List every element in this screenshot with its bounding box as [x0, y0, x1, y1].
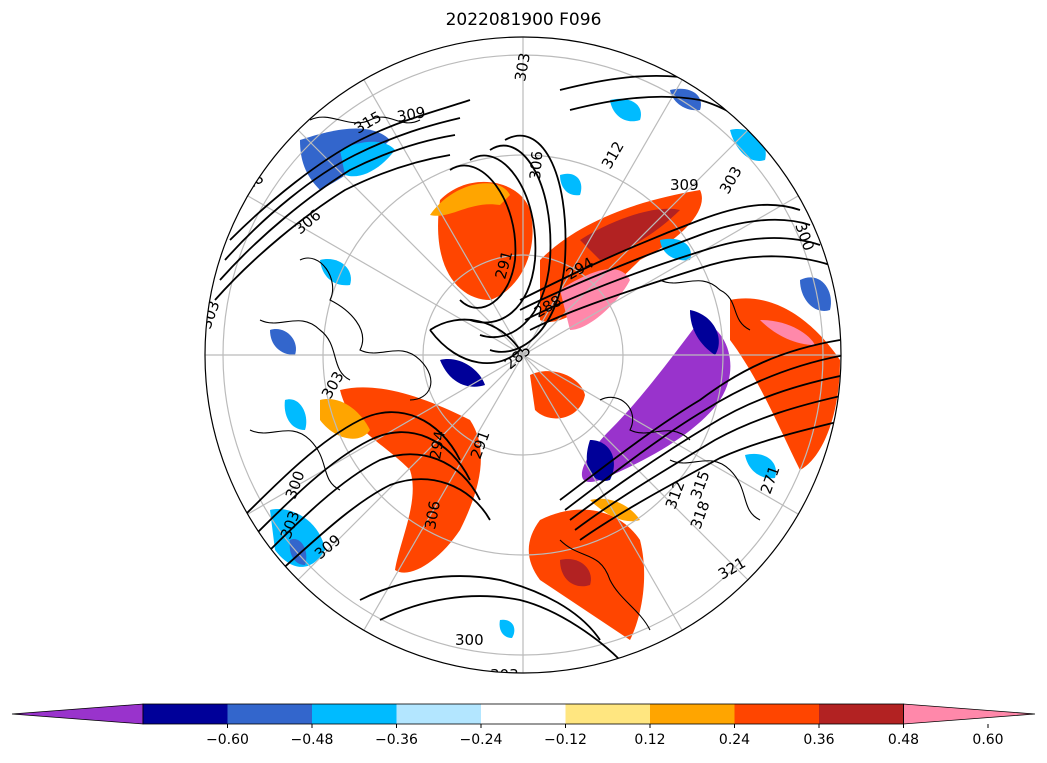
shade-cyan — [284, 399, 307, 430]
colorbar-segments — [11, 703, 1036, 725]
colorbar-segment — [819, 704, 904, 724]
shade-darkred — [580, 208, 680, 260]
colorbar-segment — [396, 704, 482, 724]
shade-blue — [800, 277, 831, 311]
contour-label: 303 — [511, 51, 534, 82]
contour-label: 300 — [455, 631, 484, 649]
shade-blue — [270, 329, 296, 355]
colorbar-tick-label: −0.12 — [544, 732, 587, 748]
shade-cyan — [270, 509, 325, 567]
contour-label: 306 — [421, 499, 444, 530]
shade-navy — [690, 310, 719, 355]
colorbar-tick-label: 0.48 — [888, 732, 919, 748]
contour-label: 294 — [426, 429, 449, 460]
shade-pink — [760, 320, 815, 345]
shade-orange — [320, 399, 370, 439]
colorbar-segment — [734, 704, 820, 724]
colorbar-segment — [565, 704, 651, 724]
colorbar-extend-high — [903, 703, 1036, 725]
shade-cyan — [660, 238, 691, 261]
map-title: 2022081900 F096 — [445, 10, 602, 30]
map-content: 309 315 303 312 306 309 303 300 306 318 … — [205, 37, 841, 684]
shade-navy — [440, 359, 485, 387]
coastlines — [249, 116, 761, 631]
colorbar-segment — [650, 704, 735, 724]
colorbar-tick-label: 0.24 — [719, 732, 750, 748]
colorbar-tick-label: −0.60 — [206, 732, 249, 748]
shade-orange — [590, 498, 640, 522]
colorbar: −0.60 −0.48 −0.36 −0.24 −0.12 0.12 0.24 0.36 0.4… — [11, 703, 1036, 748]
colorbar-tick-label: −0.24 — [460, 732, 503, 748]
shade-cyan — [610, 98, 641, 122]
colorbar-tick-label: 0.12 — [634, 732, 665, 748]
graticule — [205, 37, 841, 673]
shade-blue — [670, 88, 701, 111]
colorbar-tick-label: −0.36 — [375, 732, 418, 748]
colorbar-segment — [481, 704, 566, 724]
contour-label: 306 — [526, 150, 546, 180]
shade-cyan — [499, 619, 515, 638]
shade-red — [340, 387, 481, 573]
colorbar-segment — [312, 704, 397, 724]
colorbar-tick-label: 0.60 — [972, 732, 1003, 748]
contour-label: 309 — [670, 176, 699, 194]
contour-label: 309 — [396, 103, 427, 126]
colorbar-outline — [142, 703, 904, 725]
shade-darkred — [560, 559, 591, 587]
colorbar-segment — [227, 704, 313, 724]
polar-map: 309 315 303 312 306 309 303 300 306 318 … — [204, 36, 842, 684]
map-boundary — [204, 36, 842, 674]
colorbar-tick-label: 0.36 — [803, 732, 834, 748]
shade-cyan — [320, 259, 351, 286]
contour-label: 303 — [490, 666, 519, 684]
shade-orange — [430, 183, 510, 216]
shade-cyan — [745, 453, 776, 479]
colorbar-extend-low — [11, 703, 144, 725]
colorbar-tick-label: −0.48 — [291, 732, 334, 748]
shade-purple — [581, 320, 731, 482]
colorbar-segment — [143, 704, 228, 724]
shade-cyan — [560, 173, 582, 196]
colorbar-ticks: −0.60 −0.48 −0.36 −0.24 −0.12 0.12 0.24 0.36 0.4… — [206, 724, 1004, 748]
shade-navy — [586, 440, 614, 481]
